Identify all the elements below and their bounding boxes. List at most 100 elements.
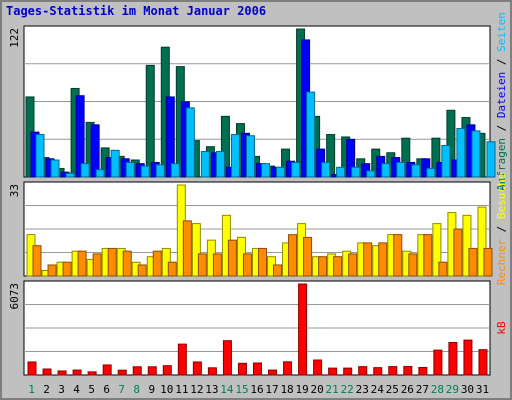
x-tick-label: 19 [295,383,308,396]
bar-seiten [170,163,180,178]
series-legend-middle: Rechner / Besuche [495,173,508,286]
bar-kb [463,339,473,376]
bar-kb [87,371,97,376]
bar-kb [448,341,458,376]
bar-rechner [273,264,283,277]
bar-kb [298,283,308,376]
bar-kb [373,367,383,376]
x-tick-label: 31 [476,383,489,396]
bar-rechner [182,220,192,277]
bar-rechner [468,247,478,277]
bar-seiten [155,164,165,178]
legend-anfragen: Anfragen [495,138,508,191]
bar-seiten [306,91,316,178]
x-tick-label: 1 [28,383,35,396]
bar-kb [283,361,293,376]
x-tick-label: 16 [250,383,263,396]
bar-kb [117,369,127,376]
legend-kb: kB [495,321,508,335]
bar-kb [478,349,488,376]
bar-kb [252,362,262,376]
bar-seiten [366,170,376,178]
bar-rechner [197,253,207,277]
bar-seiten [471,130,481,178]
bar-seiten [381,163,391,178]
series-legend-top: Anfragen / Dateien / Seiten [495,12,508,191]
bar-seiten [50,159,60,178]
bar-kb [162,365,172,376]
bar-dateien [346,138,356,178]
bar-anfragen [401,137,411,178]
bar-seiten [125,161,135,178]
bar-rechner [62,261,72,277]
x-tick-label: 14 [220,383,234,396]
bar-rechner [47,264,57,277]
bar-anfragen [326,134,336,178]
bar-kb [27,361,37,376]
bar-rechner [167,261,177,277]
bar-dateien [90,124,100,178]
bar-rechner [438,261,448,277]
bar-rechner [288,234,298,277]
x-tick-label: 27 [416,383,429,396]
y-max-label: 6073 [8,283,21,310]
bar-rechner [378,242,388,277]
x-tick-label: 12 [190,383,203,396]
x-tick-label: 4 [73,383,80,396]
bar-rechner [318,256,328,277]
bar-seiten [411,164,421,178]
bar-kb [192,361,202,376]
x-tick-label: 20 [311,383,324,396]
bar-seiten [321,161,331,178]
bar-rechner [393,234,403,277]
bar-kb [313,359,323,376]
legend-dateien: Dateien [495,72,508,118]
x-tick-label: 25 [386,383,399,396]
bar-kb [72,369,82,376]
bar-dateien [421,158,431,178]
x-tick-label: 13 [205,383,218,396]
bar-kb [207,367,217,376]
chart-title: Tages-Statistik im Monat Januar 2006 [6,4,267,18]
x-tick-label: 6 [103,383,110,396]
bar-rechner [227,239,237,277]
x-tick-label: 5 [88,383,95,396]
x-tick-label: 10 [160,383,173,396]
x-tick-label: 21 [326,383,339,396]
x-tick-label: 17 [265,383,278,396]
bar-kb [418,367,428,376]
bar-seiten [215,151,225,178]
x-tick-label: 8 [133,383,140,396]
bar-seiten [245,135,255,178]
bar-seiten [95,169,105,178]
x-tick-label: 23 [356,383,369,396]
bar-anfragen [220,115,230,178]
bar-seiten [260,163,270,178]
bar-seiten [185,107,195,178]
bar-rechner [363,242,373,277]
bar-rechner [423,234,433,277]
bar-rechner [152,250,162,277]
x-tick-label: 22 [341,383,354,396]
x-tick-label: 2 [43,383,50,396]
bar-rechner [77,250,87,277]
bar-kb [268,369,278,376]
bar-besuche [462,214,472,277]
legend-separator: / [495,52,508,72]
bar-rechner [107,247,117,277]
bar-seiten [80,163,90,178]
x-tick-label: 29 [446,383,459,396]
bar-rechner [32,245,42,277]
bar-kb [388,366,398,376]
bar-rechner [303,236,313,277]
bar-seiten [65,172,75,178]
bar-seiten [140,165,150,178]
legend-besuche: Besuche [495,173,508,219]
bar-kb [222,340,232,376]
legend-seiten: Seiten [495,12,508,52]
bar-seiten [426,168,436,178]
y-max-label: 33 [8,184,21,197]
x-tick-label: 24 [371,383,385,396]
bar-besuche [477,206,487,277]
bar-kb [102,364,112,376]
